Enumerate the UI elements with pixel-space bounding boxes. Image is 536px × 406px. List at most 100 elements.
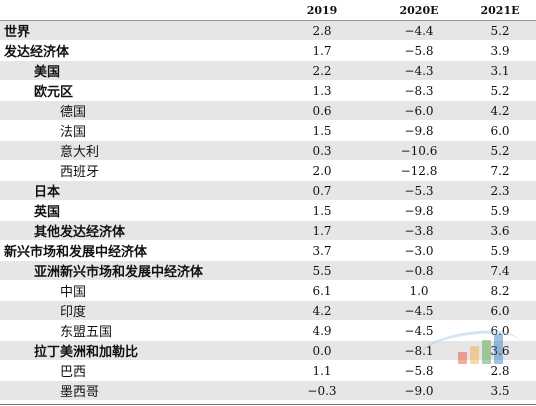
row-label: 印度 xyxy=(60,305,87,320)
row-label: 其他发达经济体 xyxy=(34,225,126,240)
value-2021e: 4.2 xyxy=(490,103,510,118)
table-row: 中国 6.1 1.0 8.2 xyxy=(0,281,536,301)
table-row: 意大利 0.3 −10.6 5.2 xyxy=(0,141,536,161)
value-2019: 1.3 xyxy=(312,83,332,98)
value-2021e: 7.2 xyxy=(490,163,510,178)
value-2019: 0.6 xyxy=(312,103,332,118)
row-label: 拉丁美洲和加勒比 xyxy=(34,345,139,360)
value-2021e: 2.3 xyxy=(490,183,510,198)
value-2020e: −3.8 xyxy=(404,223,434,238)
value-2020e: −4.3 xyxy=(404,63,434,78)
value-2019: 4.2 xyxy=(312,303,332,318)
value-2020e: −5.8 xyxy=(404,43,434,58)
value-2020e: −12.8 xyxy=(400,163,438,178)
value-2019: 6.1 xyxy=(312,283,332,298)
table-bottom-rule xyxy=(0,404,536,405)
table-row: 拉丁美洲和加勒比 0.0 −8.1 3.6 xyxy=(0,341,536,361)
value-2020e: −5.8 xyxy=(404,363,434,378)
value-2021e: 7.4 xyxy=(490,263,510,278)
value-2021e: 5.2 xyxy=(490,143,510,158)
row-label: 意大利 xyxy=(60,145,100,160)
table-row: 日本 0.7 −5.3 2.3 xyxy=(0,181,536,201)
row-label: 巴西 xyxy=(60,365,87,380)
value-2021e: 3.6 xyxy=(490,343,510,358)
table-body: 世界 2.8 −4.4 5.2 发达经济体 1.7 −5.8 3.9 美国 2.2 −4.3 3.1 欧… xyxy=(0,21,536,401)
value-2019: −0.3 xyxy=(307,383,337,398)
table-row: 法国 1.5 −9.8 6.0 xyxy=(0,121,536,141)
value-2021e: 6.0 xyxy=(490,303,510,318)
value-2020e: −5.3 xyxy=(404,183,434,198)
value-2020e: 1.0 xyxy=(409,283,429,298)
value-2021e: 5.2 xyxy=(490,83,510,98)
value-2020e: −9.8 xyxy=(404,123,434,138)
table-row: 印度 4.2 −4.5 6.0 xyxy=(0,301,536,321)
value-2021e: 5.2 xyxy=(490,23,510,38)
value-2020e: −4.5 xyxy=(404,323,434,338)
value-2020e: −8.3 xyxy=(404,83,434,98)
table-row: 美国 2.2 −4.3 3.1 xyxy=(0,61,536,81)
value-2019: 2.2 xyxy=(312,63,332,78)
row-label: 德国 xyxy=(60,105,87,120)
value-2021e: 6.0 xyxy=(490,123,510,138)
header-2021e: 2021E xyxy=(480,3,520,17)
value-2019: 1.7 xyxy=(312,43,332,58)
value-2020e: −6.0 xyxy=(404,103,434,118)
row-label: 英国 xyxy=(34,205,61,220)
value-2021e: 5.9 xyxy=(490,203,510,218)
row-label: 东盟五国 xyxy=(60,325,113,340)
row-label: 日本 xyxy=(34,185,61,200)
value-2019: 0.7 xyxy=(312,183,332,198)
row-label: 美国 xyxy=(34,65,61,80)
value-2020e: −9.0 xyxy=(404,383,434,398)
table-row: 新兴市场和发展中经济体 3.7 −3.0 5.9 xyxy=(0,241,536,261)
table-row: 德国 0.6 −6.0 4.2 xyxy=(0,101,536,121)
table-row: 欧元区 1.3 −8.3 5.2 xyxy=(0,81,536,101)
row-label: 西班牙 xyxy=(60,165,100,180)
value-2021e: 3.5 xyxy=(490,383,510,398)
table-row: 巴西 1.1 −5.8 2.8 xyxy=(0,361,536,381)
value-2020e: −8.1 xyxy=(404,343,434,358)
value-2020e: −9.8 xyxy=(404,203,434,218)
value-2019: 2.0 xyxy=(312,163,332,178)
value-2021e: 8.2 xyxy=(490,283,510,298)
table-row: 西班牙 2.0 −12.8 7.2 xyxy=(0,161,536,181)
table-row: 东盟五国 4.9 −4.5 6.0 xyxy=(0,321,536,341)
row-label: 亚洲新兴市场和发展中经济体 xyxy=(34,265,204,280)
row-label: 世界 xyxy=(4,25,31,40)
value-2021e: 2.8 xyxy=(490,363,510,378)
value-2019: 0.3 xyxy=(312,143,332,158)
table-header: 2019 2020E 2021E xyxy=(0,0,536,21)
value-2019: 0.0 xyxy=(312,343,332,358)
value-2019: 1.7 xyxy=(312,223,332,238)
value-2021e: 3.6 xyxy=(490,223,510,238)
value-2021e: 3.9 xyxy=(490,43,510,58)
value-2019: 1.5 xyxy=(312,123,332,138)
value-2020e: −4.4 xyxy=(404,23,434,38)
value-2021e: 5.9 xyxy=(490,243,510,258)
table-row: 亚洲新兴市场和发展中经济体 5.5 −0.8 7.4 xyxy=(0,261,536,281)
value-2021e: 6.0 xyxy=(490,323,510,338)
header-2020e: 2020E xyxy=(399,3,439,17)
value-2020e: −0.8 xyxy=(404,263,434,278)
row-label: 发达经济体 xyxy=(4,45,70,60)
row-label: 墨西哥 xyxy=(60,385,100,400)
value-2021e: 3.1 xyxy=(490,63,510,78)
value-2020e: −10.6 xyxy=(400,143,438,158)
value-2020e: −3.0 xyxy=(404,243,434,258)
table-row: 发达经济体 1.7 −5.8 3.9 xyxy=(0,41,536,61)
row-label: 欧元区 xyxy=(34,85,74,100)
value-2019: 3.7 xyxy=(312,243,332,258)
row-label: 法国 xyxy=(60,125,87,140)
header-2019: 2019 xyxy=(306,3,338,17)
row-label: 中国 xyxy=(60,285,87,300)
value-2019: 1.1 xyxy=(312,363,332,378)
value-2019: 4.9 xyxy=(312,323,332,338)
table-row: 墨西哥 −0.3 −9.0 3.5 xyxy=(0,381,536,401)
row-label: 新兴市场和发展中经济体 xyxy=(4,245,148,260)
table-row: 英国 1.5 −9.8 5.9 xyxy=(0,201,536,221)
table-row: 世界 2.8 −4.4 5.2 xyxy=(0,21,536,41)
value-2019: 1.5 xyxy=(312,203,332,218)
value-2019: 2.8 xyxy=(312,23,332,38)
value-2019: 5.5 xyxy=(312,263,332,278)
